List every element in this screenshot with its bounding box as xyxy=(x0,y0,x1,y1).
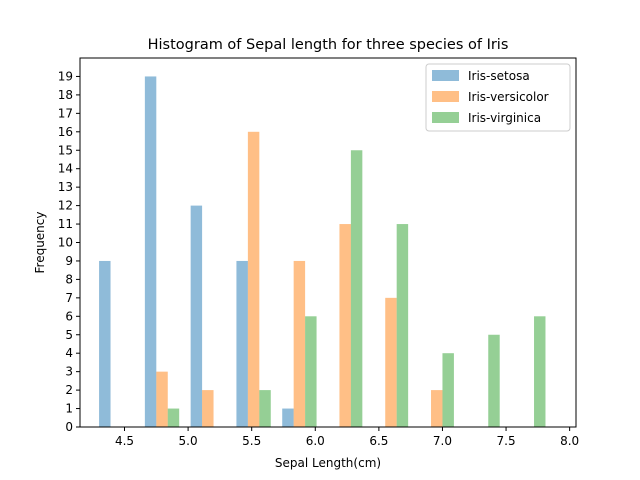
x-tick-label: 7.0 xyxy=(433,434,452,448)
y-tick-label: 12 xyxy=(58,199,73,213)
x-tick-label: 4.5 xyxy=(115,434,134,448)
bar-iris-versicolor-3 xyxy=(247,131,260,428)
legend-box xyxy=(425,63,571,132)
legend-swatch xyxy=(432,112,459,123)
bar-iris-setosa-3 xyxy=(236,260,248,427)
bar-iris-virginica-6 xyxy=(396,224,409,427)
bar-iris-versicolor-2 xyxy=(202,390,214,427)
bar-iris-virginica-3 xyxy=(259,390,271,427)
bar-iris-virginica-8 xyxy=(488,334,500,427)
y-tick-label: 7 xyxy=(65,291,73,305)
bar-iris-virginica-5 xyxy=(350,150,363,427)
legend-label: Iris-setosa xyxy=(468,69,530,83)
bar-iris-virginica-4 xyxy=(305,316,317,427)
bar-iris-setosa-4 xyxy=(282,408,294,427)
legend: Iris-setosa Iris-versicolor Iris-virginica xyxy=(425,63,571,132)
bar-iris-virginica-1 xyxy=(167,408,180,427)
y-tick-label: 2 xyxy=(65,383,73,397)
bar-iris-versicolor-7 xyxy=(431,390,443,427)
x-tick-label: 6.0 xyxy=(306,434,325,448)
bar-iris-virginica-7 xyxy=(442,353,454,427)
x-axis-label: Sepal Length(cm) xyxy=(275,456,381,470)
bar-iris-setosa-2 xyxy=(190,205,203,427)
plot-frame xyxy=(79,57,577,428)
bar-iris-setosa-1 xyxy=(144,76,157,427)
y-tick-label: 6 xyxy=(65,309,73,323)
legend-label: Iris-virginica xyxy=(468,111,541,125)
y-tick-label: 4 xyxy=(65,346,73,360)
y-tick-label: 0 xyxy=(65,420,73,434)
bar-iris-versicolor-5 xyxy=(339,224,351,427)
bar-iris-versicolor-4 xyxy=(293,260,306,427)
x-tick-label: 5.0 xyxy=(179,434,198,448)
y-tick-label: 3 xyxy=(65,365,73,379)
y-tick-label: 9 xyxy=(65,254,73,268)
y-tick-label: 5 xyxy=(65,328,73,342)
x-ticks: 4.5 5.0 5.5 6.0 6.5 7.0 7.5 8.0 xyxy=(115,427,579,448)
x-tick-label: 5.5 xyxy=(242,434,261,448)
bars-layer xyxy=(99,76,546,428)
y-tick-label: 10 xyxy=(58,236,73,250)
y-tick-label: 14 xyxy=(58,162,73,176)
bar-iris-setosa-0 xyxy=(99,260,111,427)
y-tick-label: 1 xyxy=(65,402,73,416)
y-axis-label: Frequency xyxy=(33,212,47,274)
y-tick-label: 18 xyxy=(58,88,73,102)
y-tick-label: 13 xyxy=(58,180,73,194)
x-tick-label: 8.0 xyxy=(560,434,579,448)
y-tick-label: 8 xyxy=(65,272,73,286)
y-tick-label: 11 xyxy=(58,217,73,231)
x-tick-label: 6.5 xyxy=(369,434,388,448)
y-tick-label: 16 xyxy=(58,125,73,139)
legend-swatch xyxy=(432,91,459,102)
x-tick-label: 7.5 xyxy=(497,434,516,448)
legend-label: Iris-versicolor xyxy=(468,90,549,104)
bar-iris-versicolor-1 xyxy=(156,371,168,427)
y-tick-label: 19 xyxy=(58,69,73,83)
bar-iris-versicolor-6 xyxy=(385,297,397,427)
y-tick-label: 17 xyxy=(58,106,73,120)
chart-title: Histogram of Sepal length for three spec… xyxy=(148,37,509,53)
legend-swatch xyxy=(432,70,459,81)
bar-iris-virginica-9 xyxy=(534,316,546,427)
y-tick-label: 15 xyxy=(58,143,73,157)
